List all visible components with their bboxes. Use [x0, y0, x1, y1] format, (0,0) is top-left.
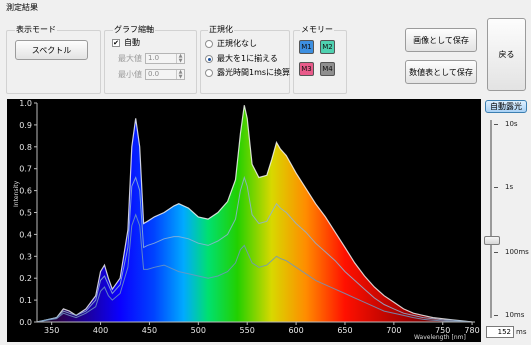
exposure-value-field[interactable]: 152 — [486, 326, 514, 338]
graph-scale-legend: グラフ縮軸 — [113, 25, 155, 34]
x-tick-label: 550 — [240, 326, 255, 335]
exposure-slider-thumb[interactable] — [484, 236, 500, 245]
max-value-label: 最大値 — [118, 54, 142, 63]
auto-exposure-button[interactable]: 自動露光 — [485, 100, 527, 113]
back-button[interactable]: 戻る — [487, 18, 526, 91]
exposure-value-text: 152 — [497, 328, 511, 336]
x-tick-label: 350 — [44, 326, 59, 335]
normalize-max1-radio[interactable] — [205, 55, 213, 63]
exposure-slider-track[interactable] — [490, 120, 492, 318]
y-tick-label: 0.8 — [19, 143, 32, 152]
x-tick-label: 650 — [337, 326, 352, 335]
y-tick-label: 0.2 — [19, 274, 32, 283]
memory-m3-button[interactable]: M3 — [299, 62, 314, 76]
y-axis-label: Intensity — [13, 180, 20, 207]
exposure-tick-mark — [494, 315, 498, 316]
normalize-none-radio[interactable] — [205, 40, 213, 48]
y-tick-label: 0.4 — [19, 230, 32, 239]
auto-scale-checkbox[interactable]: ✔ — [112, 39, 120, 47]
memory-m4-button[interactable]: M4 — [320, 62, 335, 76]
x-tick-label: 500 — [191, 326, 206, 335]
save-image-button[interactable]: 画像として保存 — [405, 28, 477, 52]
max-value-text: 1.0 — [148, 54, 160, 62]
normalize-legend: 正規化 — [208, 25, 234, 34]
memory-m1-button[interactable]: M1 — [299, 40, 314, 54]
exposure-tick-1s: 1s — [505, 183, 514, 191]
series-line-3 — [36, 213, 473, 323]
memory-legend: メモリー — [300, 25, 334, 34]
spectrum-fill — [37, 105, 473, 322]
max-value-arrows-icon[interactable]: ▲ ▼ — [176, 54, 184, 63]
series-line-2 — [36, 175, 473, 323]
series-line-1 — [36, 105, 473, 323]
x-tick-label: 400 — [93, 326, 108, 335]
exposure-unit: ms — [516, 328, 527, 336]
x-tick-label: 780 — [464, 326, 479, 335]
display-mode-legend: 表示モード — [15, 25, 57, 34]
x-tick-label: 600 — [288, 326, 303, 335]
x-tick-label: 750 — [435, 326, 450, 335]
y-tick-label: 0.3 — [19, 252, 32, 261]
exposure-tick-10s: 10s — [505, 120, 518, 128]
memory-m2-button[interactable]: M2 — [320, 40, 335, 54]
min-value-arrows-icon[interactable]: ▲ ▼ — [176, 70, 184, 79]
normalize-max1-label: 最大を1に揃える — [217, 54, 278, 63]
normalize-group — [200, 30, 290, 94]
exposure-tick-100ms: 100ms — [505, 248, 529, 256]
exposure-tick-mark — [494, 124, 498, 125]
x-axis-label: Wavelength [nm] — [414, 334, 466, 341]
y-tick-label: 0.1 — [19, 296, 32, 305]
window-title: 測定結果 — [6, 3, 38, 12]
y-tick-label: 0.9 — [19, 121, 32, 130]
spectrum-mode-button[interactable]: スペクトル — [15, 40, 88, 60]
max-value-spinner[interactable]: 1.0 ▲ ▼ — [145, 53, 185, 64]
exposure-tick-mark — [494, 187, 498, 188]
y-tick-label: 0.0 — [19, 318, 32, 327]
normalize-exposure-label: 露光時間1msに換算 — [217, 68, 291, 77]
min-value-text: 0.0 — [148, 70, 160, 78]
y-tick-label: 0.6 — [19, 187, 32, 196]
min-value-label: 最小値 — [118, 70, 142, 79]
save-values-button[interactable]: 数値表として保存 — [405, 60, 477, 84]
normalize-exposure-radio[interactable] — [205, 69, 213, 77]
y-tick-label: 0.7 — [19, 165, 32, 174]
x-tick-label: 450 — [142, 326, 157, 335]
y-tick-label: 1.0 — [19, 99, 32, 108]
spectrum-chart: 0.0 0.1 0.2 0.3 0.4 0.5 0.6 0.7 0.8 0.9 1.0 350 400 4… — [7, 99, 481, 342]
y-tick-label: 0.5 — [19, 209, 32, 218]
auto-scale-label: 自動 — [124, 38, 140, 47]
exposure-tick-10ms: 10ms — [505, 311, 525, 319]
x-tick-label: 700 — [386, 326, 401, 335]
exposure-tick-mark — [494, 252, 498, 253]
normalize-none-label: 正規化なし — [217, 39, 257, 48]
min-value-spinner[interactable]: 0.0 ▲ ▼ — [145, 69, 185, 80]
